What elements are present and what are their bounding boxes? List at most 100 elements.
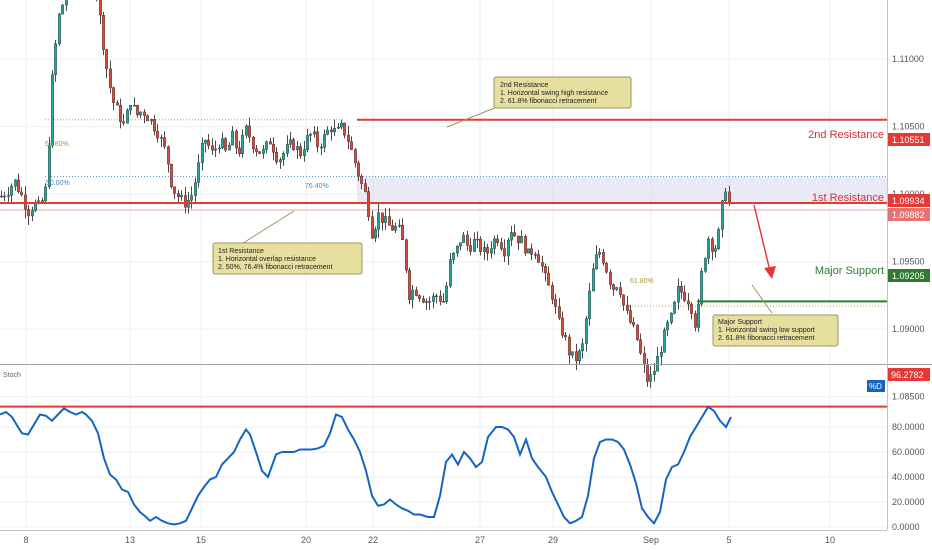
candle-body <box>721 200 724 230</box>
candle-body <box>238 147 241 154</box>
callout-1st-resistance-line-1: 1. Horizontal overlap resistance <box>218 256 316 263</box>
badge-1st-resistance: 1.09934 <box>888 194 930 207</box>
candle-body <box>636 324 639 340</box>
candle-body <box>622 294 625 306</box>
candle-body <box>411 289 414 300</box>
s-tick-label: 20.0000 <box>892 497 925 507</box>
candle-body <box>428 301 431 303</box>
candle-body <box>571 351 574 356</box>
candle-body <box>483 247 486 253</box>
candle-body <box>282 153 285 160</box>
candle-body <box>275 152 278 163</box>
svg-text:1.09882: 1.09882 <box>892 210 925 220</box>
candle-body <box>377 212 380 230</box>
candle-body <box>663 329 666 353</box>
level-major-support-label: Major Support <box>815 265 884 277</box>
callout-major-support-line-1: 1. Horizontal swing low support <box>718 327 815 334</box>
candle-body <box>333 128 336 133</box>
candle-body <box>595 254 598 269</box>
candle-body <box>354 149 357 164</box>
candle-body <box>143 111 146 116</box>
candle-body <box>405 239 408 271</box>
x-tick-label: 29 <box>548 535 558 545</box>
candle-body <box>558 306 561 319</box>
candle-body <box>99 0 102 16</box>
callout-major-support-line-2: 2. 61.8% fibonacci retracement <box>718 335 815 342</box>
candle-body <box>258 151 261 154</box>
candle-body <box>320 146 323 149</box>
svg-text:96.2782: 96.2782 <box>891 370 924 380</box>
candle-body <box>381 212 384 223</box>
candle-body <box>507 239 510 257</box>
candle-body <box>588 290 591 319</box>
candle-body <box>112 87 115 103</box>
candle-body <box>432 295 435 302</box>
candle-body <box>639 339 642 354</box>
candle-body <box>61 4 64 15</box>
candle-body <box>564 335 567 338</box>
level-1st-resistance-label: 1st Resistance <box>812 192 884 204</box>
y-tick-label: 1.11000 <box>892 54 924 64</box>
candle-body <box>394 226 397 231</box>
candle-body <box>262 149 265 154</box>
candle-body <box>418 295 421 299</box>
candle-body <box>496 238 499 243</box>
x-tick-label: 10 <box>825 535 835 545</box>
candle-body <box>700 271 703 305</box>
candle-body <box>459 242 462 247</box>
candle-body <box>299 146 302 157</box>
candle-body <box>296 146 299 150</box>
callout-1st-resistance-title: 1st Resistance <box>218 248 264 255</box>
candle-body <box>643 352 646 365</box>
fib-label-76-4: 76.40% <box>305 183 329 190</box>
badge-stoch-level: 96.2782 <box>888 368 930 381</box>
candle-body <box>422 298 425 303</box>
x-tick-label: Sep <box>643 535 659 545</box>
candle-body <box>139 111 142 116</box>
candle-body <box>201 143 204 163</box>
candle-body <box>309 133 312 136</box>
candle-body <box>340 122 343 128</box>
candle-body <box>670 312 673 323</box>
candle-body <box>10 185 13 196</box>
candle-body <box>530 248 533 255</box>
x-tick-label: 20 <box>301 535 311 545</box>
candle-body <box>37 200 40 203</box>
resistance-zone <box>357 176 887 203</box>
fib-label-61-8-left: 61.80% <box>45 141 69 148</box>
candle-body <box>374 229 377 239</box>
candle-body <box>218 147 221 150</box>
candle-body <box>48 145 51 187</box>
candle-body <box>660 352 663 357</box>
candle-body <box>245 125 248 136</box>
candle-body <box>116 102 119 106</box>
candle-body <box>235 130 238 149</box>
candle-body <box>231 130 234 146</box>
callout-2nd-resistance-line-2: 2. 61.8% fibonacci retracement <box>500 98 597 105</box>
candle-body <box>184 195 187 208</box>
candle-body <box>153 119 156 132</box>
candles <box>0 0 731 389</box>
candle-body <box>469 245 472 252</box>
candle-body <box>364 183 367 192</box>
badge-2nd-resistance: 1.10551 <box>888 133 930 146</box>
candle-body <box>357 162 360 177</box>
candle-body <box>65 0 68 6</box>
candle-body <box>513 232 516 237</box>
candle-body <box>717 229 720 249</box>
candle-body <box>568 336 571 356</box>
svg-text:1.09934: 1.09934 <box>892 196 925 206</box>
candle-body <box>517 235 520 244</box>
candle-body <box>666 322 669 331</box>
x-tick-label: 5 <box>726 535 731 545</box>
candle-body <box>360 175 363 184</box>
candle-body <box>452 252 455 260</box>
candle-body <box>248 125 251 138</box>
candle-body <box>486 247 489 254</box>
candle-body <box>694 313 697 328</box>
y-tick-label: 1.09500 <box>892 257 925 267</box>
candle-body <box>211 145 214 151</box>
candle-body <box>150 119 153 122</box>
svg-text:1.09205: 1.09205 <box>892 271 925 281</box>
